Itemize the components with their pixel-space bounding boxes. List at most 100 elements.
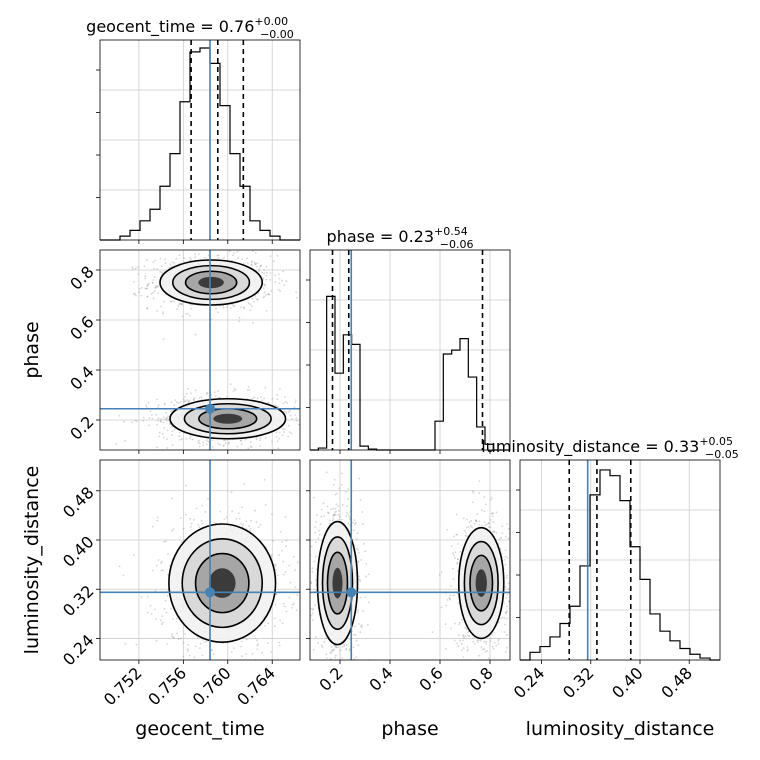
sample-point [503, 558, 506, 561]
sample-point [466, 535, 469, 537]
sample-point [175, 257, 178, 260]
sample-point [133, 554, 135, 556]
sample-point [210, 649, 213, 651]
sample-point [241, 640, 244, 643]
sample-point [506, 646, 508, 649]
sample-point [270, 290, 273, 292]
sample-point [329, 652, 332, 654]
sample-point [440, 606, 443, 609]
sample-point [131, 266, 134, 268]
sample-point [124, 440, 126, 442]
hist-luminosity-distance-step [520, 469, 720, 661]
sample-point [190, 522, 193, 525]
sample-point [154, 608, 156, 611]
sample-point [250, 263, 253, 266]
sample-point [243, 307, 246, 310]
sample-point [197, 441, 200, 444]
sample-point [295, 291, 298, 294]
sample-point [476, 639, 479, 642]
sample-point [205, 439, 208, 441]
sample-point [262, 296, 265, 299]
sample-point [249, 445, 252, 448]
sample-point [311, 608, 314, 611]
sample-point [134, 267, 137, 270]
sample-point [178, 431, 181, 434]
sample-point [296, 594, 299, 596]
sample-point [333, 514, 336, 517]
sample-point [198, 442, 201, 445]
hist-geocent-time-step [100, 47, 300, 241]
sample-point [238, 517, 241, 520]
sample-point [274, 274, 277, 277]
sample-point [276, 394, 278, 396]
sample-point [161, 311, 164, 314]
sample-point [493, 530, 496, 533]
sample-point [456, 642, 458, 645]
sample-point [233, 387, 236, 390]
sample-point [354, 523, 356, 526]
sample-point [163, 540, 165, 543]
sample-point [500, 536, 503, 539]
sample-point [288, 431, 291, 433]
sample-point [190, 307, 192, 310]
sample-point [450, 584, 452, 587]
sample-point [284, 516, 287, 518]
sample-point [335, 646, 337, 649]
sample-point [357, 548, 360, 551]
sample-point [170, 607, 173, 610]
sample-point [273, 625, 276, 628]
sample-point [506, 574, 508, 577]
sample-point [454, 551, 457, 554]
sample-point [250, 264, 253, 267]
sample-point [184, 513, 187, 516]
sample-point [164, 258, 166, 260]
sample-point [201, 522, 204, 525]
sample-point [505, 576, 508, 579]
sample-point [256, 648, 259, 650]
sample-point [283, 431, 285, 433]
sample-point [189, 437, 191, 440]
sample-point [285, 539, 288, 542]
sample-point [146, 295, 149, 298]
sample-point [507, 582, 510, 585]
sample-point [482, 648, 484, 651]
sample-point [368, 573, 370, 576]
sample-point [271, 553, 273, 556]
sample-point [492, 521, 495, 523]
sample-point [146, 611, 149, 614]
sample-point [335, 503, 338, 506]
sample-point [320, 515, 323, 518]
sample-point [189, 517, 192, 520]
sample-point [267, 622, 270, 625]
sample-point [323, 640, 325, 643]
sample-point [247, 386, 250, 388]
sample-point [456, 561, 459, 564]
x-axis-label-geocent-time: geocent_time [135, 718, 264, 740]
sample-point [453, 556, 456, 559]
sample-point [242, 306, 245, 309]
sample-point [253, 396, 256, 398]
sample-point [160, 418, 163, 420]
sample-point [118, 414, 121, 417]
sample-point [184, 400, 187, 403]
sample-point [256, 265, 258, 268]
sample-point [367, 623, 369, 626]
sample-point [156, 419, 159, 422]
sample-point [253, 261, 256, 264]
sample-point [154, 589, 157, 592]
sample-point [345, 644, 348, 646]
hist-phase-frame [309, 249, 511, 451]
sample-point [274, 603, 277, 606]
sample-point [150, 613, 153, 615]
truth-marker [205, 587, 215, 598]
sample-point [236, 250, 239, 253]
sample-point [254, 252, 257, 254]
sample-point [171, 444, 174, 446]
sample-point [278, 641, 281, 644]
sample-point [503, 602, 505, 605]
sample-point [265, 265, 268, 268]
sample-point [251, 260, 254, 263]
sample-point [337, 505, 339, 507]
sample-point [360, 596, 362, 599]
sample-point [501, 532, 504, 535]
